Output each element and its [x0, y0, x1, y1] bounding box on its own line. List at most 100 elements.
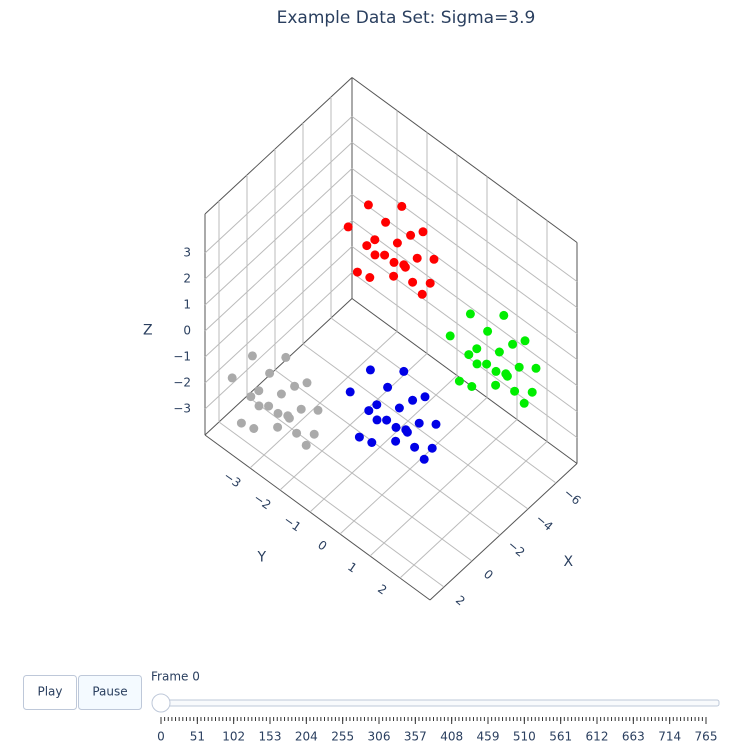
- point: [527, 387, 537, 397]
- point: [501, 369, 511, 379]
- point: [391, 436, 401, 446]
- point: [362, 241, 372, 251]
- slider-tick-label: 204: [295, 730, 318, 744]
- grid-line: [399, 441, 548, 579]
- grid-line: [309, 375, 458, 513]
- point: [483, 326, 493, 336]
- axis-edge: [351, 298, 578, 464]
- y-axis-title: Y: [257, 550, 267, 566]
- point: [264, 401, 274, 411]
- point: [301, 440, 311, 450]
- grid-line: [204, 142, 353, 280]
- point: [380, 250, 390, 260]
- point: [465, 309, 475, 319]
- point: [370, 235, 380, 245]
- slider-tick-label: 510: [513, 730, 536, 744]
- z-axis-title: Z: [143, 323, 153, 339]
- point: [410, 442, 420, 452]
- z-tick-label: −1: [173, 350, 191, 364]
- grid-line: [204, 246, 353, 384]
- point: [345, 387, 355, 397]
- slider-tick-label: 663: [622, 730, 645, 744]
- point: [482, 359, 492, 369]
- slider-rail[interactable]: [154, 699, 720, 707]
- pause-label[interactable]: Pause: [92, 685, 127, 699]
- point: [367, 438, 377, 447]
- point: [431, 419, 441, 429]
- point: [397, 201, 407, 211]
- point: [296, 404, 306, 414]
- axis-edge: [351, 77, 578, 243]
- point: [427, 443, 437, 453]
- slider-tick-label: 0: [157, 730, 165, 744]
- point: [418, 227, 428, 237]
- axis-edge: [429, 463, 578, 601]
- point: [401, 425, 411, 435]
- point: [408, 395, 418, 405]
- point: [412, 253, 422, 263]
- point: [281, 352, 291, 362]
- slider-tick-label: 459: [477, 730, 500, 744]
- point: [472, 359, 482, 369]
- point: [419, 454, 429, 464]
- slider-tick-label: 51: [190, 730, 205, 744]
- point: [382, 415, 392, 425]
- point: [283, 411, 293, 421]
- axis-edge: [204, 298, 353, 436]
- grid-line: [204, 116, 353, 254]
- point: [392, 238, 402, 248]
- point: [406, 230, 416, 240]
- grid-line: [274, 369, 501, 536]
- point: [292, 428, 302, 438]
- grid-line: [218, 421, 445, 588]
- point: [420, 392, 430, 402]
- play-label[interactable]: Play: [37, 685, 62, 699]
- point: [391, 422, 401, 432]
- point: [383, 382, 393, 392]
- point: [227, 373, 237, 383]
- pause-button[interactable]: [78, 675, 142, 710]
- slider-tick-label: 255: [331, 730, 354, 744]
- slider-tick-label: 102: [222, 730, 245, 744]
- grid-line: [330, 317, 557, 484]
- point: [399, 260, 409, 270]
- point: [531, 363, 541, 373]
- grid-line: [204, 272, 353, 410]
- y-tick-label: −3: [221, 469, 244, 491]
- point: [365, 273, 375, 282]
- point: [510, 386, 520, 396]
- x-tick-label: 2: [453, 593, 468, 609]
- point: [370, 250, 380, 260]
- x-tick-label: −6: [561, 486, 584, 508]
- grid-line: [204, 220, 353, 358]
- grid-line: [339, 397, 488, 535]
- grid-line: [302, 343, 529, 510]
- point: [454, 376, 464, 386]
- slider-knob[interactable]: [151, 693, 171, 713]
- slider-tick-label: 612: [586, 730, 609, 744]
- slider-tick-label: 153: [259, 730, 282, 744]
- point: [414, 418, 424, 428]
- point: [514, 362, 524, 372]
- point: [254, 401, 264, 411]
- point: [302, 378, 312, 388]
- grid-line: [351, 220, 578, 386]
- point: [247, 351, 257, 361]
- point: [273, 422, 283, 432]
- play-button[interactable]: [23, 675, 77, 710]
- point: [352, 267, 362, 277]
- grid-line: [351, 116, 578, 282]
- grid-line: [351, 168, 578, 334]
- grid-line: [249, 331, 398, 469]
- grid-line: [351, 246, 578, 412]
- z-tick-label: −3: [173, 402, 191, 416]
- point: [364, 406, 374, 416]
- point: [354, 432, 364, 442]
- z-tick-label: 2: [183, 272, 191, 286]
- point: [276, 389, 286, 399]
- point: [389, 257, 399, 267]
- point: [372, 415, 382, 425]
- point: [417, 289, 427, 299]
- z-tick-label: 3: [183, 246, 191, 260]
- grid-line: [351, 142, 578, 308]
